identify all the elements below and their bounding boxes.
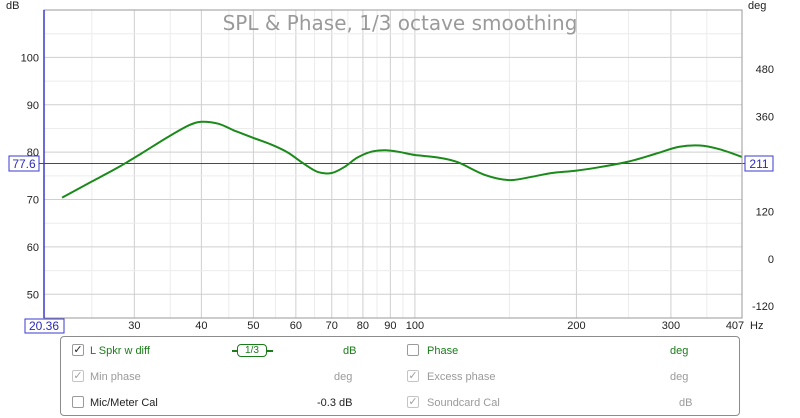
y-tick-label-left: 100 xyxy=(21,52,39,64)
legend-unit-phase: deg xyxy=(670,345,689,357)
cursor-value-right: 211 xyxy=(749,157,768,171)
x-end-value: 407 xyxy=(726,320,744,332)
legend-unit-spl: dB xyxy=(343,345,357,357)
legend-label-l-spkr-w-diff: L Spkr w diff xyxy=(90,345,150,357)
legend-unit-soundcard-cal: dB xyxy=(679,397,693,409)
x-tick-label: 200 xyxy=(567,320,585,332)
smoothing-badge-tick-left xyxy=(232,350,238,352)
x-tick-label: 90 xyxy=(384,320,396,332)
x-axis-unit-label: Hz xyxy=(750,320,763,332)
chart-title: SPL & Phase, 1/3 octave smoothing xyxy=(223,11,578,35)
y-tick-label-right: 360 xyxy=(756,112,774,124)
x-start-value-box[interactable] xyxy=(24,318,65,334)
spl-phase-chart[interactable]: 30 40 50 60 70 80 90 100 200 3005060708090100-120… xyxy=(0,0,800,334)
y-axis-label-left: dB xyxy=(6,0,19,12)
x-tick-label: 60 xyxy=(290,320,302,332)
legend-row-cal: Mic/Meter Cal -0.3 dB ✓ Soundcard Cal dB xyxy=(61,392,739,414)
legend-label-phase: Phase xyxy=(427,345,459,357)
y-tick-label-right: 480 xyxy=(756,64,774,76)
tick-labels: 30 40 50 60 70 80 90 100 200 3005060708090100-120… xyxy=(21,10,774,332)
legend-row-spl: ✓ L Spkr w diff 1/3 dB Phase deg xyxy=(61,340,739,362)
legend-value-mic-meter-cal: -0.3 dB xyxy=(317,397,353,409)
y-tick-label-left: 70 xyxy=(27,195,39,207)
checkbox-mic-meter-cal[interactable] xyxy=(72,396,84,408)
legend-panel: ✓ L Spkr w diff 1/3 dB Phase deg ✓ Min p… xyxy=(60,336,740,416)
x-tick-label: 300 xyxy=(662,320,680,332)
y-tick-label-right: -120 xyxy=(752,301,774,313)
y-tick-label-left: 50 xyxy=(27,289,39,301)
smoothing-badge[interactable]: 1/3 xyxy=(237,344,267,357)
checkbox-phase[interactable] xyxy=(407,344,419,356)
cursor-value-box-right[interactable] xyxy=(744,155,774,172)
legend-label-min-phase: Min phase xyxy=(90,371,141,383)
y-axis-label-right: deg xyxy=(748,0,766,12)
legend-unit-min-phase: deg xyxy=(334,371,353,383)
checkbox-soundcard-cal[interactable]: ✓ xyxy=(407,395,419,408)
y-tick-label-right: 120 xyxy=(756,206,774,218)
x-tick-label: 100 xyxy=(406,320,424,332)
x-tick-label: 80 xyxy=(357,320,369,332)
series-line-l-spkr-w-diff xyxy=(61,120,743,199)
cursor-value-box-left[interactable] xyxy=(8,155,40,172)
checkbox-min-phase[interactable]: ✓ xyxy=(72,369,84,382)
y-tick-label-left: 90 xyxy=(27,100,39,112)
checkbox-excess-phase[interactable]: ✓ xyxy=(407,369,419,382)
legend-label-excess-phase: Excess phase xyxy=(427,371,496,383)
y-tick-label-left: 60 xyxy=(27,242,39,254)
smoothing-badge-tick-right xyxy=(267,350,273,352)
x-tick-label: 40 xyxy=(195,320,207,332)
x-tick-label: 30 xyxy=(128,320,140,332)
x-tick-label: 50 xyxy=(247,320,259,332)
y-tick-label-right: 0 xyxy=(768,254,774,266)
checkbox-l-spkr-w-diff[interactable]: ✓ xyxy=(72,343,84,356)
legend-label-soundcard-cal: Soundcard Cal xyxy=(427,397,500,409)
x-tick-label: 70 xyxy=(326,320,338,332)
legend-unit-excess-phase: deg xyxy=(670,371,689,383)
x-start-value: 20.36 xyxy=(29,319,59,333)
cursor-value-left: 77.6 xyxy=(12,157,36,171)
legend-label-mic-meter-cal: Mic/Meter Cal xyxy=(90,397,158,409)
legend-row-min-phase: ✓ Min phase deg ✓ Excess phase deg xyxy=(61,366,739,388)
